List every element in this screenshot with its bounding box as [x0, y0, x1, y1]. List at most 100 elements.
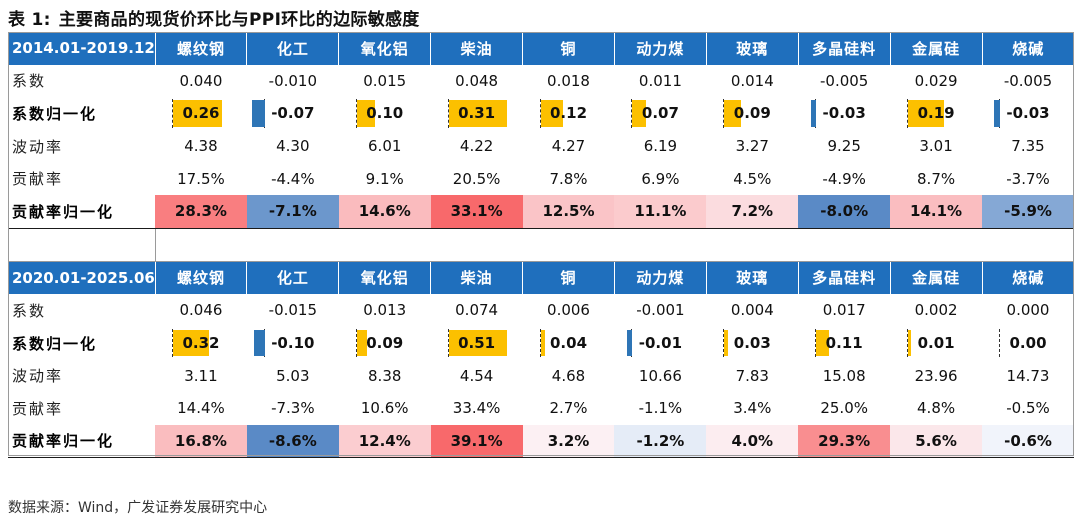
data-bar: [356, 100, 376, 127]
column-header: 铜: [522, 32, 615, 65]
coef-norm-row: 系数归一化 0.26 -0.07 0.10 0.31 0.12 0.07 0.09 -0.03 0…: [8, 97, 1074, 130]
table-cell: 0.015: [363, 71, 407, 90]
bar-axis: [815, 328, 817, 358]
bar-value-label: 0.03: [733, 334, 771, 353]
table-cell: 14.73: [1006, 366, 1050, 385]
period-label: 2020.01-2025.06: [8, 261, 156, 295]
heatmap-cell: -8.6%: [246, 424, 339, 459]
contribution-row: 贡献率 17.5% -4.4% 9.1% 20.5% 7.8% 6.9% 4.5% -4.9% 8…: [8, 162, 1074, 195]
data-bar-cell: -0.07: [247, 97, 339, 130]
contrib-norm-row: 贡献率归一化 16.8% -8.6% 12.4% 39.1% 3.2% -1.2% 4.0% 2…: [8, 424, 1074, 459]
bar-value-label: 0.09: [733, 104, 771, 123]
bar-value-label: 0.11: [825, 334, 863, 353]
data-bar: [724, 329, 728, 357]
table-cell: 33.4%: [452, 399, 501, 418]
table-cell: 0.011: [638, 71, 682, 90]
heatmap-cell: 33.1%: [430, 194, 523, 229]
data-bar: [540, 100, 563, 127]
spacer-cell: [8, 228, 156, 262]
heatmap-cell: 28.3%: [155, 194, 247, 229]
table-cell: -0.005: [820, 71, 869, 90]
table-cell: 4.27: [551, 137, 586, 156]
column-header: 化工: [246, 261, 340, 295]
data-bar-cell: 0.31: [431, 97, 523, 130]
table-cell: 17.5%: [177, 169, 225, 188]
table-cell: 4.30: [276, 137, 310, 156]
bar-axis: [172, 99, 173, 128]
bar-value-label: 0.09: [366, 334, 404, 353]
row-label: 系数归一化: [12, 334, 98, 353]
table-cell: 4.38: [184, 137, 218, 156]
heatmap-cell: 14.1%: [890, 194, 983, 229]
column-header: 动力煤: [614, 261, 707, 295]
data-bar: [173, 329, 210, 357]
bar-axis: [539, 99, 541, 128]
data-bar-cell: 0.03: [706, 327, 798, 360]
bar-axis: [631, 99, 633, 128]
table-cell: 0.006: [547, 301, 590, 320]
bar-value-label: 0.00: [1009, 334, 1047, 353]
bar-value-label: -0.03: [1006, 104, 1050, 123]
volatility-row: 波动率 3.11 5.03 8.38 4.54 4.68 10.66 7.83 15.08 23.…: [8, 359, 1074, 392]
column-header: 多晶硅料: [798, 261, 891, 295]
column-header: 柴油: [430, 32, 524, 65]
heatmap-cell: 3.2%: [522, 424, 615, 459]
table-cell: 4.5%: [733, 169, 772, 188]
bar-value-label: 0.32: [182, 334, 220, 353]
table-cell: 3.11: [184, 366, 218, 385]
table-cell: -7.3%: [271, 399, 315, 418]
table-cell: 4.22: [459, 137, 494, 156]
table-cell: 9.1%: [365, 169, 404, 188]
table-cell: -1.1%: [638, 399, 683, 418]
column-header: 氧化铝: [338, 261, 432, 295]
table-cell: 7.35: [1011, 137, 1045, 156]
heatmap-cell: 12.5%: [522, 194, 615, 229]
bar-axis: [355, 99, 357, 128]
bar-axis: [907, 328, 909, 358]
heatmap-cell: 16.8%: [155, 424, 247, 459]
data-bar-cell: 0.26: [155, 97, 247, 130]
table-cell: 0.017: [822, 301, 866, 320]
table-cell: -3.7%: [1006, 169, 1050, 188]
table-cell: 10.6%: [360, 399, 409, 418]
table-cell: 15.08: [822, 366, 866, 385]
data-bar: [253, 329, 265, 357]
table-cell: 0.013: [363, 301, 407, 320]
data-bar-cell: -0.10: [247, 327, 339, 360]
table-cell: 0.048: [455, 71, 499, 90]
bar-value-label: 0.12: [550, 104, 588, 123]
bar-axis: [447, 328, 449, 358]
column-header: 多晶硅料: [798, 32, 891, 65]
table-cell: 0.002: [914, 301, 958, 320]
table-cell: 4.54: [459, 366, 494, 385]
bar-axis: [999, 328, 1001, 358]
period-label: 2014.01-2019.12: [8, 32, 156, 65]
heatmap-cell: -8.0%: [798, 194, 891, 229]
data-bar-cell: -0.03: [982, 97, 1074, 130]
sensitivity-table: 2014.01-2019.12 螺纹钢 化工 氧化铝 柴油铜动力煤 玻璃 多晶硅料 金属硅 烧碱…: [8, 32, 1074, 459]
data-bar-cell: -0.01: [614, 327, 706, 360]
bar-value-label: 0.04: [550, 334, 588, 353]
table-cell: -0.010: [268, 71, 318, 90]
bar-axis: [907, 99, 909, 128]
header-row: 2014.01-2019.12 螺纹钢 化工 氧化铝 柴油铜动力煤 玻璃 多晶硅料 金属硅 烧碱: [8, 32, 1074, 65]
table-cell: 3.01: [919, 137, 953, 156]
table-cell: -0.001: [636, 301, 685, 320]
bar-axis: [172, 328, 173, 358]
data-bar: [251, 100, 265, 127]
heatmap-cell: 7.2%: [706, 194, 799, 229]
column-header: 玻璃: [706, 32, 799, 65]
table-cell: 0.000: [1006, 301, 1050, 320]
table-number: 表 1:: [8, 10, 51, 30]
table-cell: 3.4%: [733, 399, 772, 418]
data-bar-cell: 0.51: [431, 327, 523, 360]
table-cell: 10.66: [638, 366, 682, 385]
row-label: 贡献率归一化: [8, 424, 155, 459]
heatmap-cell: 39.1%: [430, 424, 523, 459]
table-cell: 0.018: [547, 71, 590, 90]
bar-axis: [723, 99, 725, 128]
row-label: 波动率: [12, 137, 64, 156]
data-bar: [448, 100, 507, 127]
data-bar: [908, 100, 944, 127]
row-label: 系数: [12, 72, 47, 91]
